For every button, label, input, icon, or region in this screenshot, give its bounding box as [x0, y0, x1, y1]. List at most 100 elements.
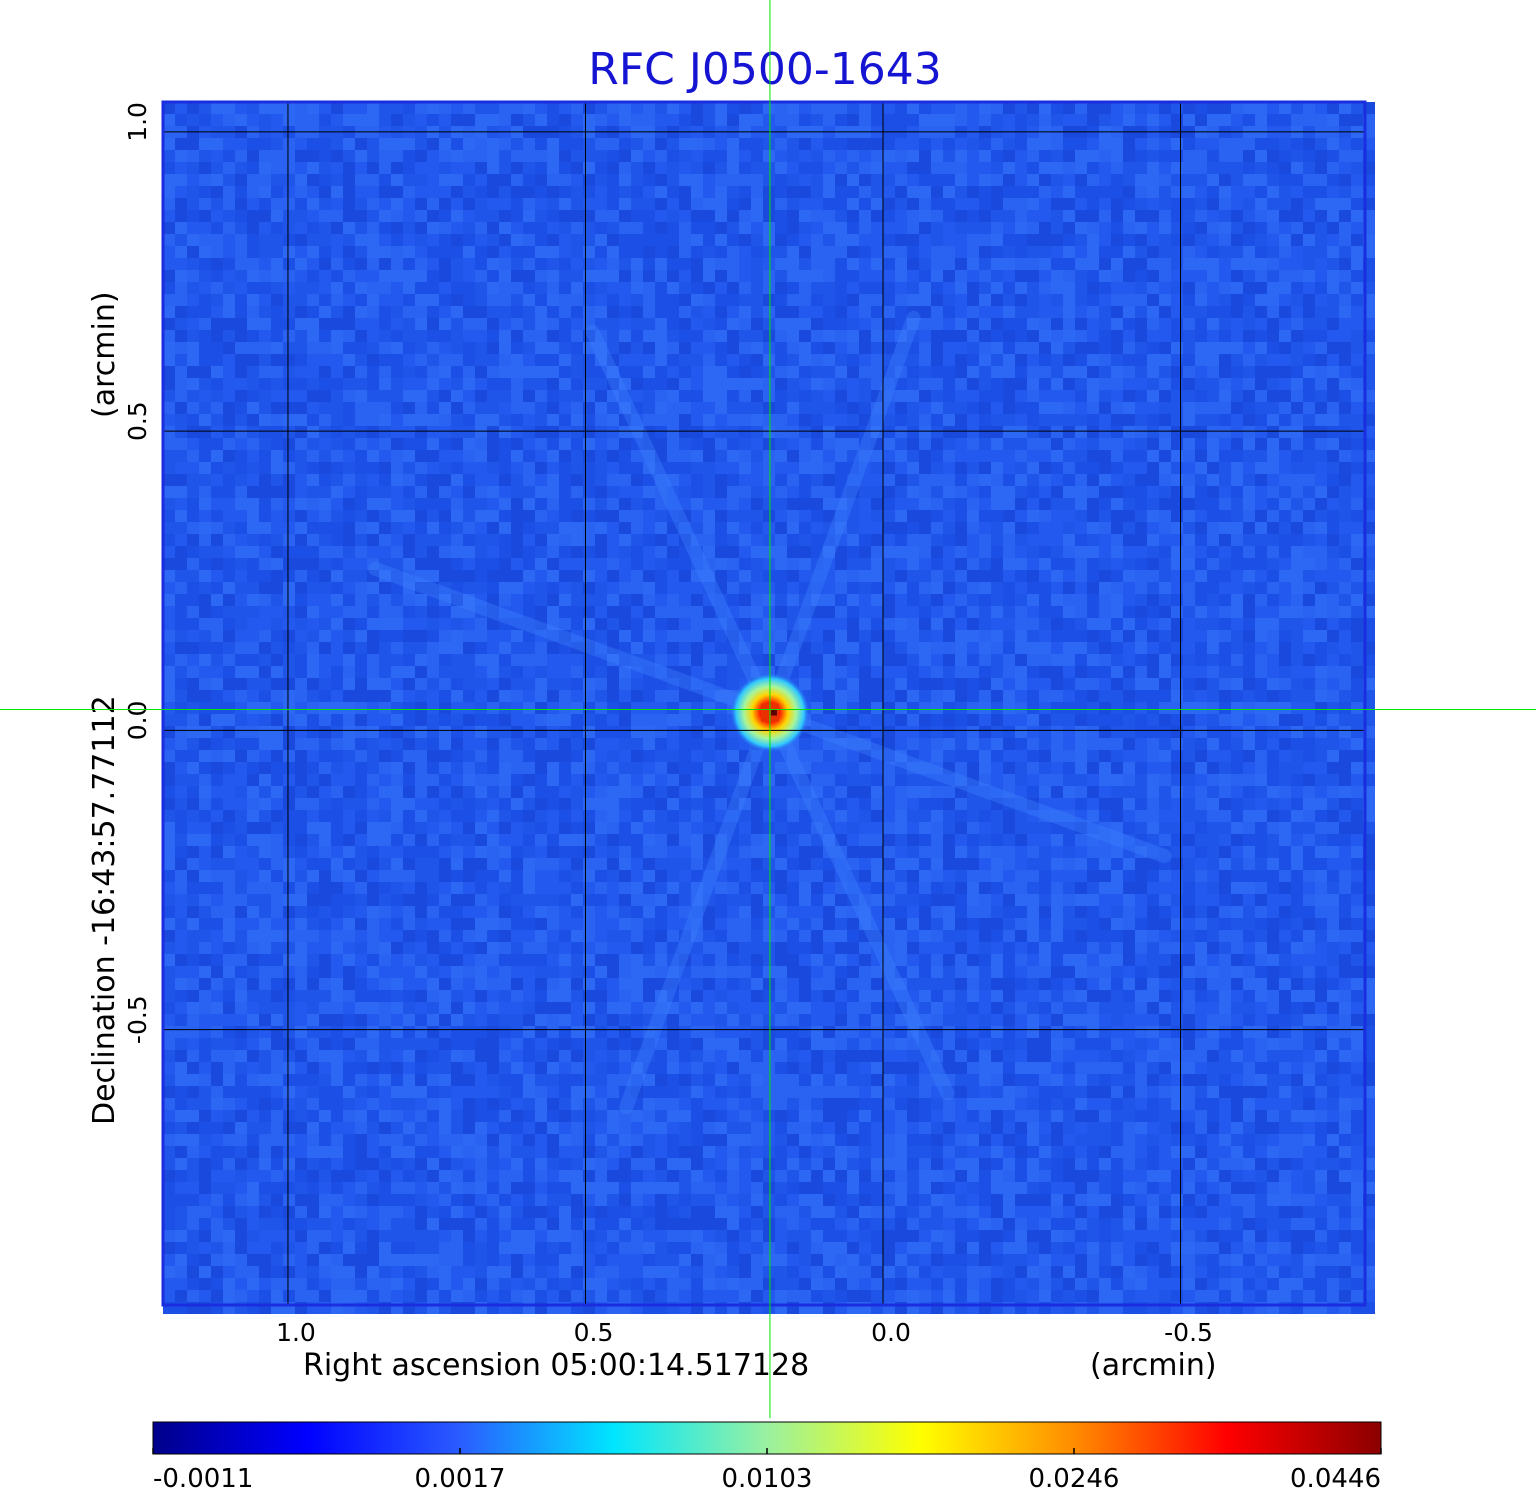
noise-pixel	[967, 114, 979, 126]
noise-pixel	[583, 510, 595, 522]
noise-pixel	[763, 474, 775, 486]
noise-pixel	[739, 630, 751, 642]
noise-pixel	[1159, 186, 1171, 198]
noise-pixel	[595, 378, 607, 390]
noise-pixel	[355, 138, 367, 150]
noise-pixel	[547, 354, 559, 366]
noise-pixel	[283, 138, 295, 150]
noise-pixel	[667, 486, 679, 498]
noise-pixel	[175, 534, 187, 546]
noise-pixel	[1027, 450, 1039, 462]
noise-pixel	[451, 630, 463, 642]
noise-pixel	[1171, 414, 1183, 426]
noise-pixel	[271, 510, 283, 522]
noise-pixel	[1267, 102, 1279, 114]
noise-pixel	[871, 546, 883, 558]
noise-pixel	[847, 150, 859, 162]
noise-pixel	[583, 138, 595, 150]
noise-pixel	[1267, 402, 1279, 414]
noise-pixel	[415, 594, 427, 606]
noise-pixel	[1183, 546, 1195, 558]
noise-pixel	[1039, 198, 1051, 210]
noise-pixel	[871, 474, 883, 486]
noise-pixel	[403, 282, 415, 294]
noise-pixel	[223, 246, 235, 258]
noise-pixel	[211, 474, 223, 486]
noise-pixel	[343, 462, 355, 474]
noise-pixel	[355, 618, 367, 630]
noise-pixel	[295, 594, 307, 606]
noise-pixel	[679, 618, 691, 630]
noise-pixel	[547, 438, 559, 450]
noise-pixel	[823, 666, 835, 678]
noise-pixel	[1219, 558, 1231, 570]
noise-pixel	[535, 438, 547, 450]
noise-pixel	[1303, 402, 1315, 414]
noise-pixel	[643, 306, 655, 318]
noise-pixel	[799, 486, 811, 498]
noise-pixel	[1195, 234, 1207, 246]
noise-pixel	[451, 594, 463, 606]
noise-pixel	[499, 402, 511, 414]
noise-pixel	[355, 150, 367, 162]
noise-pixel	[895, 570, 907, 582]
noise-pixel	[919, 678, 931, 690]
noise-pixel	[991, 258, 1003, 270]
noise-pixel	[271, 690, 283, 702]
noise-pixel	[367, 258, 379, 270]
noise-pixel	[415, 270, 427, 282]
noise-pixel	[259, 450, 271, 462]
noise-pixel	[607, 246, 619, 258]
noise-pixel	[1063, 486, 1075, 498]
noise-pixel	[583, 246, 595, 258]
noise-pixel	[1111, 534, 1123, 546]
noise-pixel	[715, 606, 727, 618]
noise-pixel	[1339, 642, 1351, 654]
noise-pixel	[1327, 222, 1339, 234]
noise-pixel	[1339, 378, 1351, 390]
noise-pixel	[703, 666, 715, 678]
noise-pixel	[811, 162, 823, 174]
noise-pixel	[811, 510, 823, 522]
noise-pixel	[787, 438, 799, 450]
noise-pixel	[415, 294, 427, 306]
noise-pixel	[619, 150, 631, 162]
noise-pixel	[715, 510, 727, 522]
noise-pixel	[619, 510, 631, 522]
noise-pixel	[1255, 198, 1267, 210]
noise-pixel	[187, 198, 199, 210]
noise-pixel	[187, 690, 199, 702]
noise-pixel	[259, 306, 271, 318]
noise-pixel	[379, 294, 391, 306]
noise-pixel	[835, 462, 847, 474]
noise-pixel	[235, 402, 247, 414]
noise-pixel	[883, 138, 895, 150]
noise-pixel	[451, 282, 463, 294]
noise-pixel	[739, 510, 751, 522]
noise-pixel	[1243, 246, 1255, 258]
noise-pixel	[391, 606, 403, 618]
noise-pixel	[823, 150, 835, 162]
noise-pixel	[1015, 234, 1027, 246]
noise-pixel	[1135, 246, 1147, 258]
noise-pixel	[475, 342, 487, 354]
noise-pixel	[175, 114, 187, 126]
noise-pixel	[1087, 498, 1099, 510]
noise-pixel	[1003, 522, 1015, 534]
noise-pixel	[355, 678, 367, 690]
noise-pixel	[727, 606, 739, 618]
noise-pixel	[487, 630, 499, 642]
noise-pixel	[859, 138, 871, 150]
noise-pixel	[319, 258, 331, 270]
noise-pixel	[187, 450, 199, 462]
noise-pixel	[1087, 390, 1099, 402]
noise-pixel	[511, 138, 523, 150]
noise-pixel	[1315, 402, 1327, 414]
noise-pixel	[391, 414, 403, 426]
noise-pixel	[823, 270, 835, 282]
noise-pixel	[943, 222, 955, 234]
noise-pixel	[451, 606, 463, 618]
noise-pixel	[1231, 450, 1243, 462]
noise-pixel	[331, 354, 343, 366]
noise-pixel	[511, 450, 523, 462]
